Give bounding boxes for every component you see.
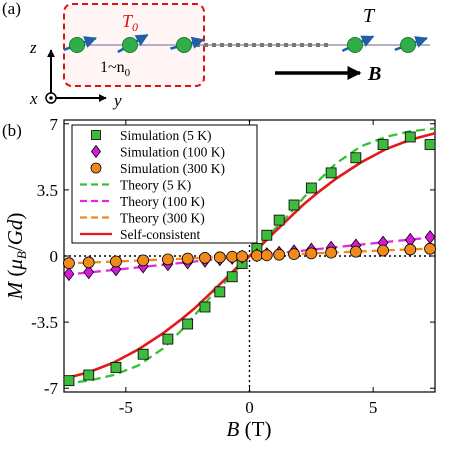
data-point	[83, 369, 95, 381]
data-point	[424, 242, 436, 255]
panel-b-label: (b)	[2, 121, 22, 140]
data-point	[404, 131, 416, 143]
data-point	[137, 348, 149, 360]
data-point	[199, 251, 211, 264]
panel-a-label: (a)	[2, 0, 21, 18]
data-point	[110, 255, 122, 268]
data-point	[161, 253, 174, 266]
panel-a: (a) T0 1~n0 T B z x y	[2, 0, 430, 110]
legend-label: Theory (300 K)	[120, 211, 205, 226]
y-tick-label: 7	[50, 115, 59, 134]
data-point	[213, 251, 226, 264]
data-point	[181, 252, 194, 265]
data-point	[325, 246, 338, 259]
y-tick-label: 3.5	[37, 181, 58, 200]
x-tick-label: -5	[119, 398, 133, 417]
legend-label: Theory (100 K)	[120, 194, 205, 209]
legend-marker	[91, 144, 101, 159]
data-point	[325, 167, 337, 179]
data-point	[110, 262, 122, 277]
data-point	[63, 257, 75, 270]
data-point	[110, 362, 122, 373]
legend-label: Self-consistent	[120, 227, 200, 242]
axis-z-label: z	[29, 38, 37, 57]
data-point	[377, 244, 389, 257]
data-point	[162, 333, 174, 345]
data-point	[182, 318, 194, 330]
x-tick-label: 0	[245, 398, 254, 417]
legend-label: Simulation (100 K)	[120, 145, 225, 160]
data-point	[199, 301, 211, 313]
data-point	[377, 139, 389, 150]
data-point	[137, 254, 150, 267]
data-point	[63, 266, 75, 282]
data-point	[305, 247, 318, 260]
data-point	[226, 271, 238, 283]
spin-site	[122, 37, 138, 53]
data-point	[83, 264, 95, 280]
spin-site	[400, 37, 416, 53]
data-point	[236, 250, 248, 263]
x-tick-label: 5	[369, 398, 378, 417]
panel-b: (b) -5 0 5-7-3.503.57 Simulation (5 K)Simu…	[2, 115, 436, 441]
region-fraction-label: 1~n0	[100, 59, 131, 79]
data-point	[214, 286, 226, 298]
series-line-theory-5-k-	[63, 127, 436, 385]
spin-site	[347, 37, 363, 53]
data-point	[226, 250, 239, 263]
data-point	[305, 182, 317, 194]
y-tick-label: 0	[50, 247, 59, 266]
bath-temperature-label: T	[363, 5, 376, 27]
data-point	[260, 249, 273, 262]
y-tick-label: -7	[44, 379, 59, 398]
x-axis-label: B (T)	[227, 417, 272, 441]
coordinate-axes: z x y	[29, 38, 122, 110]
data-point	[350, 152, 362, 164]
region-temperature-label: T0	[122, 11, 138, 34]
data-point	[288, 199, 300, 211]
series-line-self-consistent	[63, 131, 436, 381]
axis-y-label: y	[112, 91, 122, 110]
data-point	[63, 375, 75, 387]
spin-chain	[63, 33, 428, 54]
data-point	[404, 243, 417, 256]
legend-label: Simulation (300 K)	[120, 161, 225, 176]
legend-marker	[91, 130, 101, 140]
spin-site	[176, 37, 192, 53]
axis-x-label: x	[29, 89, 38, 108]
y-tick-label: -3.5	[31, 313, 58, 332]
data-point	[273, 248, 286, 261]
chart-plot-area	[63, 127, 436, 387]
legend-label: Theory (5 K)	[120, 178, 191, 193]
data-point	[424, 139, 436, 150]
data-point	[288, 248, 300, 261]
data-point	[261, 229, 273, 241]
data-point	[82, 256, 95, 269]
legend-label: Simulation (5 K)	[120, 128, 212, 143]
data-point	[251, 249, 263, 262]
chart-legend: Simulation (5 K) Simulation (100 K)Simula…	[71, 124, 258, 244]
y-axis-label: M (μB/Gd)	[3, 213, 29, 301]
data-point	[273, 214, 285, 226]
spin-site	[69, 37, 85, 53]
field-label: B	[367, 63, 381, 85]
data-point	[349, 245, 362, 258]
legend-marker	[90, 162, 102, 174]
